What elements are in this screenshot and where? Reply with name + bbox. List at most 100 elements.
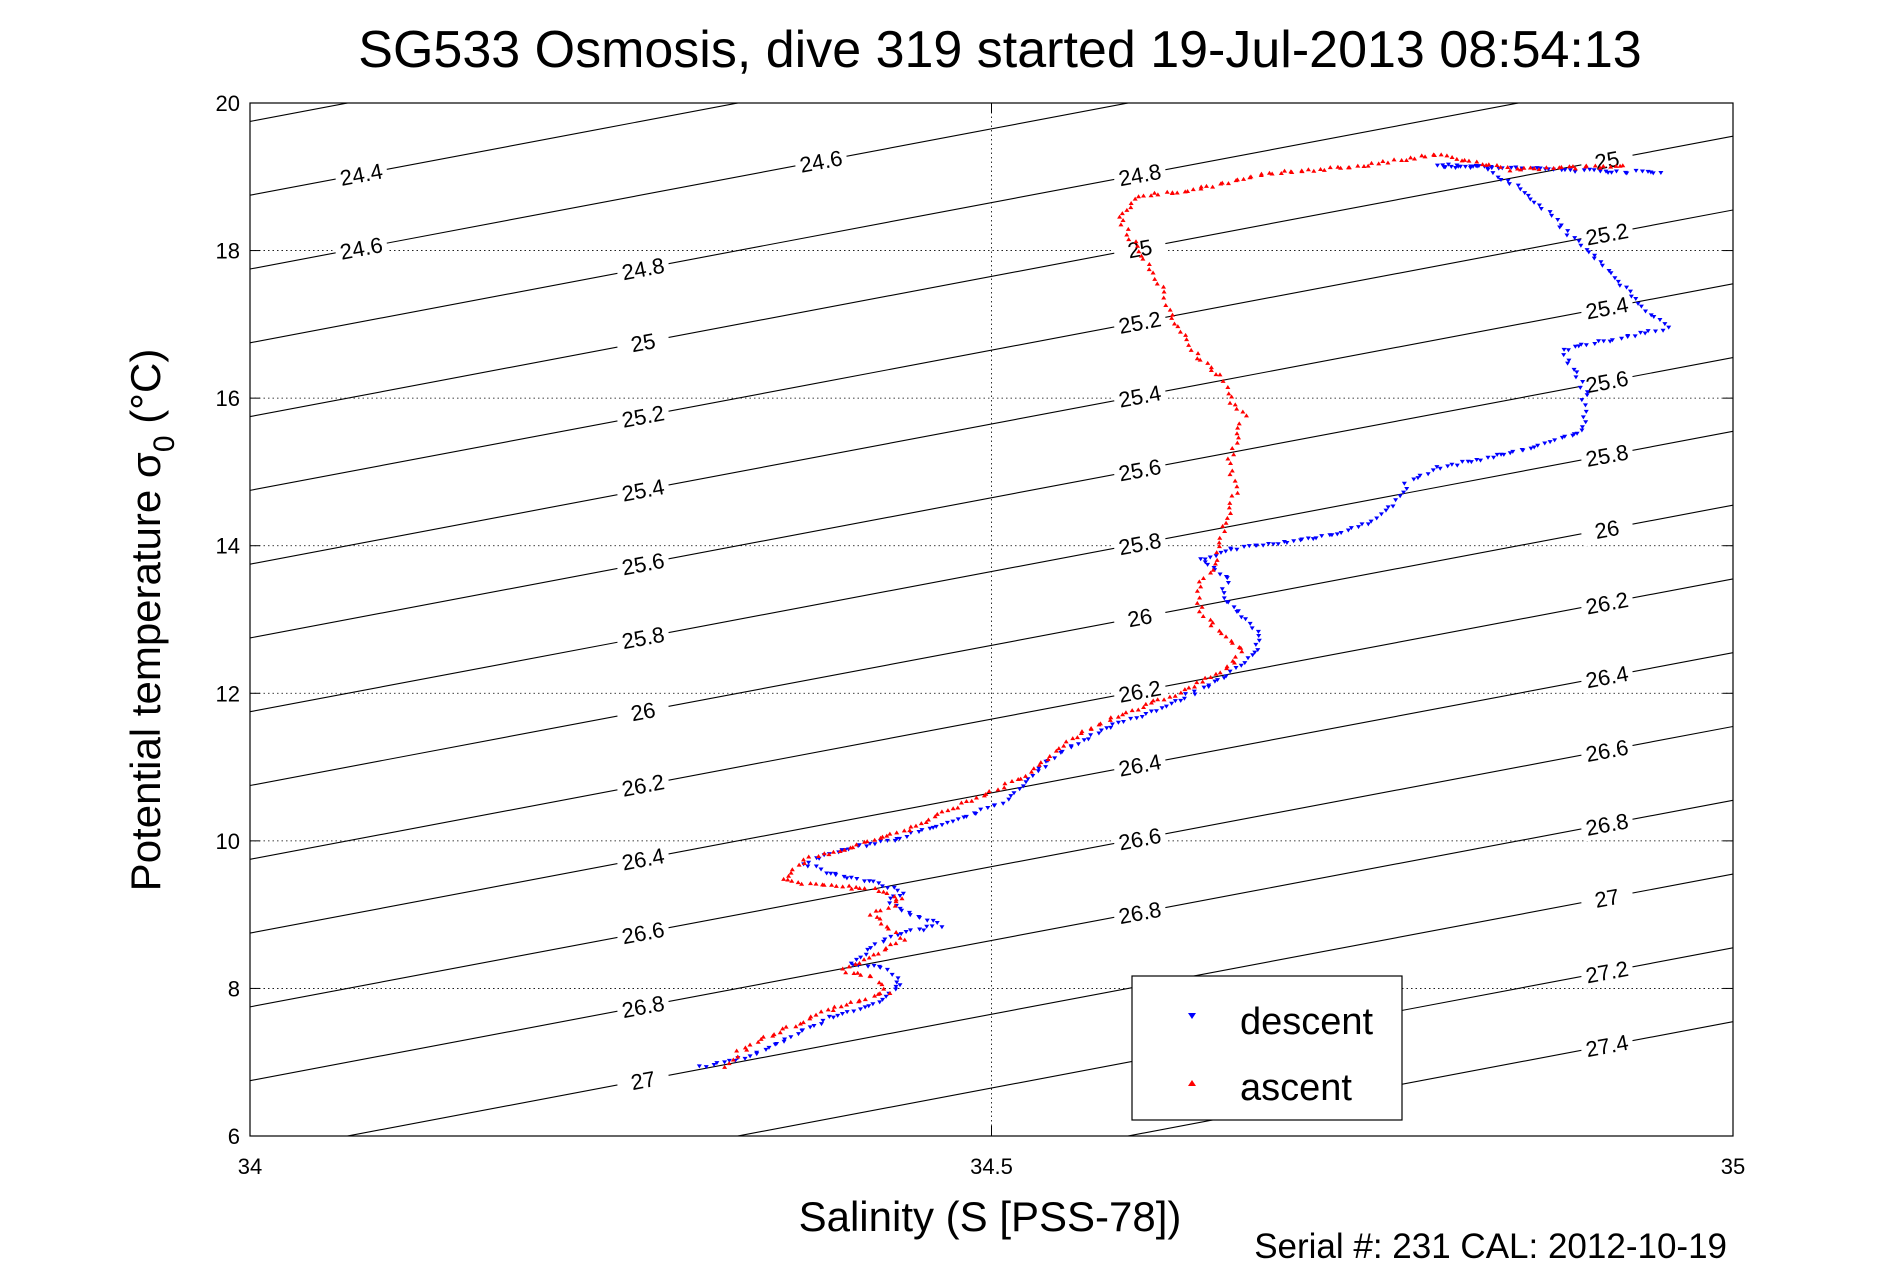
descent-point: [1609, 170, 1615, 175]
ascent-point: [747, 1042, 753, 1047]
ascent-point: [853, 842, 859, 847]
ascent-point: [1161, 295, 1167, 300]
descent-point: [742, 1056, 748, 1061]
descent-point: [1205, 562, 1211, 567]
y-axis-label-subscript: 0: [148, 435, 181, 452]
descent-point: [929, 924, 935, 929]
descent-point: [1305, 536, 1311, 541]
ascent-point: [1299, 168, 1305, 173]
ascent-point: [1223, 634, 1229, 639]
ascent-point: [1192, 684, 1198, 689]
contour-label-bg: [615, 693, 671, 729]
ascent-point: [821, 851, 827, 856]
descent-point: [1535, 443, 1541, 448]
density-contour-line: [250, 357, 1733, 639]
descent-point: [1613, 169, 1619, 174]
ascent-point: [879, 834, 885, 839]
contour-label-bg: [615, 1062, 671, 1098]
descent-point: [1578, 243, 1584, 248]
ascent-point: [1047, 754, 1053, 759]
legend-ascent-marker: [1188, 1080, 1196, 1086]
descent-point: [848, 961, 854, 966]
ascent-point: [1376, 161, 1382, 166]
ascent-point: [983, 791, 989, 796]
descent-point: [865, 964, 871, 969]
contour-label-text: 26: [1593, 515, 1622, 544]
ascent-point: [853, 961, 859, 966]
descent-point: [1591, 168, 1597, 173]
ascent-point: [864, 839, 870, 844]
descent-point: [1454, 463, 1460, 468]
ascent-point: [887, 991, 893, 996]
descent-point: [1601, 339, 1607, 344]
descent-point: [824, 871, 830, 876]
ascent-point: [858, 972, 864, 977]
ascent-point: [1521, 165, 1527, 170]
descent-point: [903, 930, 909, 935]
descent-point: [1008, 794, 1014, 799]
ascent-point: [1028, 769, 1034, 774]
contour-label-bg: [1111, 747, 1168, 783]
legend: descent ascent: [1131, 975, 1403, 1121]
descent-point: [1191, 689, 1197, 694]
ascent-point: [1186, 685, 1192, 690]
ascent-point: [1200, 679, 1206, 684]
ascent-point: [1172, 693, 1178, 698]
ascent-point: [1229, 446, 1235, 451]
ascent-point: [1208, 570, 1214, 575]
descent-point: [1096, 731, 1102, 736]
descent-point: [1397, 494, 1403, 499]
ascent-point: [1219, 180, 1225, 185]
descent-point: [866, 1004, 872, 1009]
descent-point: [1485, 455, 1491, 460]
descent-point: [868, 946, 874, 951]
descent-point: [1628, 294, 1634, 299]
descent-point: [1525, 193, 1531, 198]
density-contour-line: [250, 725, 1733, 1008]
descent-point: [1238, 663, 1244, 668]
ascent-point: [1182, 687, 1188, 692]
descent-point: [857, 1007, 863, 1012]
descent-point: [1576, 239, 1582, 244]
ascent-point: [1133, 239, 1139, 244]
density-contour-line: [250, 103, 1522, 344]
descent-point: [897, 983, 903, 988]
ascent-point: [1128, 201, 1134, 206]
descent-point: [1584, 248, 1590, 253]
ascent-point: [800, 857, 806, 862]
ascent-point: [842, 847, 848, 852]
descent-point: [1238, 615, 1244, 620]
descent-point: [1245, 656, 1251, 661]
ascent-point: [1063, 739, 1069, 744]
ascent-point: [1234, 440, 1240, 445]
descent-point: [1578, 342, 1584, 347]
descent-point: [1235, 609, 1241, 614]
descent-point: [883, 994, 889, 999]
descent-point: [1219, 587, 1225, 592]
ascent-point: [876, 980, 882, 985]
descent-point: [819, 1022, 825, 1027]
ascent-point: [1229, 468, 1235, 473]
descent-point: [879, 884, 885, 889]
ascent-point: [1230, 658, 1236, 663]
ascent-point: [1220, 378, 1226, 383]
descent-point: [917, 927, 923, 932]
ascent-point: [1213, 671, 1219, 676]
contour-label-bg: [1578, 880, 1635, 916]
descent-point: [950, 819, 956, 824]
descent-point: [1498, 177, 1504, 182]
ascent-point: [1124, 207, 1130, 212]
descent-point: [898, 932, 904, 937]
ascent-point: [1583, 163, 1589, 168]
ascent-point: [1210, 567, 1216, 572]
descent-point: [1561, 347, 1567, 352]
ascent-point: [1079, 729, 1085, 734]
ascent-point: [1074, 735, 1080, 740]
y-tick-label: 20: [216, 91, 240, 116]
descent-point: [1608, 271, 1614, 276]
descent-point: [1660, 328, 1666, 333]
descent-point: [895, 888, 901, 893]
ascent-point: [777, 1030, 783, 1035]
descent-point: [1603, 169, 1609, 174]
ascent-point: [855, 970, 861, 975]
